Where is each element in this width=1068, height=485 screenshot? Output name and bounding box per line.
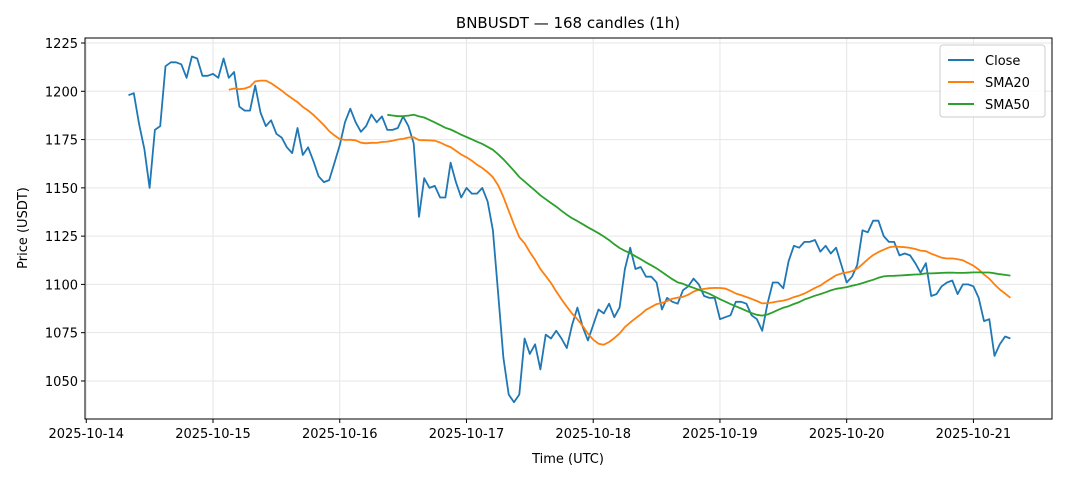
y-tick-label: 1175	[45, 134, 78, 149]
y-tick-label: 1075	[45, 327, 78, 342]
plot-frame	[84, 37, 1053, 420]
x-tick-label: 2025-10-18	[555, 427, 631, 442]
chart-title: BNBUSDT — 168 candles (1h)	[456, 14, 680, 32]
legend: Close SMA20 SMA50	[939, 44, 1046, 118]
x-axis-label: Time (UTC)	[531, 452, 604, 467]
x-tick-label: 2025-10-19	[682, 427, 758, 442]
x-tick-label: 2025-10-14	[48, 427, 124, 442]
legend-label-sma50: SMA50	[985, 98, 1030, 113]
y-tick-label: 1150	[45, 182, 78, 197]
x-tick-label: 2025-10-20	[809, 427, 885, 442]
x-axis: 2025-10-14 2025-10-15 2025-10-16 2025-10-17…	[48, 419, 1011, 442]
x-tick-label: 2025-10-17	[429, 427, 505, 442]
y-tick-label: 1225	[45, 37, 78, 52]
y-tick-label: 1125	[45, 230, 78, 245]
series-line-sma20	[228, 79, 1011, 346]
y-tick-label: 1050	[45, 375, 78, 390]
grid	[85, 38, 1052, 419]
series-line-sma50	[387, 113, 1011, 317]
y-tick-label: 1200	[45, 85, 78, 100]
legend-label-sma20: SMA20	[985, 76, 1030, 91]
x-tick-label: 2025-10-21	[936, 427, 1012, 442]
x-tick-label: 2025-10-16	[302, 427, 378, 442]
series-lines	[128, 55, 1011, 404]
series-line-close	[128, 55, 1011, 404]
y-axis: 1050 1075 1100 1125 1150 1175 1200 1225	[45, 37, 85, 390]
y-tick-label: 1100	[45, 278, 78, 293]
legend-label-close: Close	[985, 54, 1020, 69]
x-tick-label: 2025-10-15	[175, 427, 251, 442]
y-axis-label: Price (USDT)	[16, 187, 31, 269]
